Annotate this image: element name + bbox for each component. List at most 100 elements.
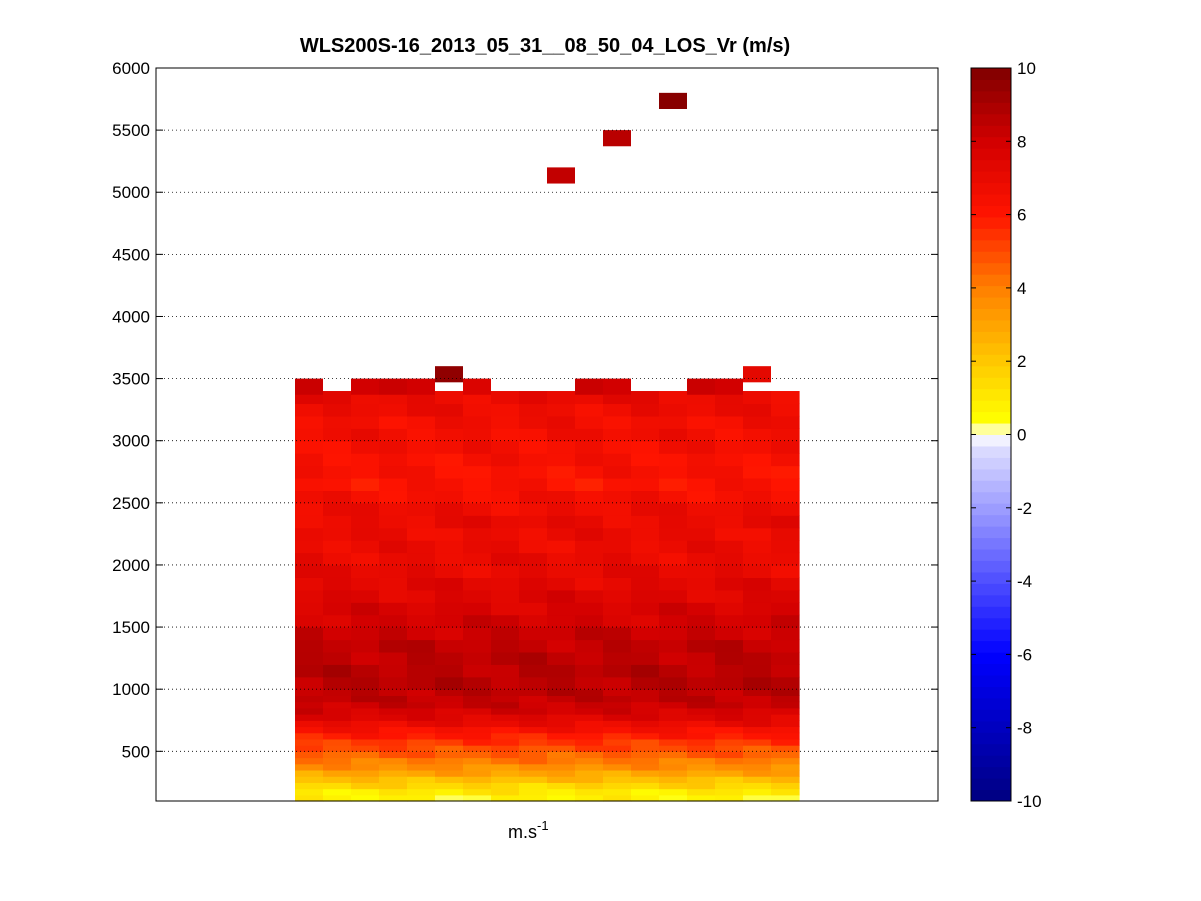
heatmap-cell <box>659 794 688 802</box>
heatmap-cell <box>379 720 408 728</box>
heatmap-cell <box>435 757 464 765</box>
heatmap-cell <box>463 564 492 578</box>
heatmap-cell <box>351 757 380 765</box>
heatmap-cell <box>379 676 408 690</box>
heatmap-cell <box>491 745 520 752</box>
heatmap-cell <box>659 577 688 591</box>
heatmap-cell <box>295 378 323 395</box>
heatmap-cell <box>435 745 464 752</box>
heatmap-cell <box>351 577 380 591</box>
heatmap-cell <box>491 676 520 690</box>
heatmap-cell <box>491 714 520 721</box>
colorbar-swatch <box>971 239 1011 252</box>
heatmap-cell <box>547 415 576 429</box>
heatmap-cell <box>659 552 688 566</box>
heatmap-cell <box>743 738 772 746</box>
heatmap-cell <box>379 757 408 765</box>
heatmap-cell <box>463 428 492 442</box>
heatmap-cell <box>407 552 436 566</box>
heatmap-cell <box>519 769 548 777</box>
colorbar-swatch <box>971 79 1011 92</box>
heatmap-cell <box>379 651 408 665</box>
heatmap-cell <box>715 695 744 703</box>
heatmap-cell <box>575 763 604 771</box>
heatmap-cell <box>295 403 324 417</box>
heatmap-cell <box>743 689 772 696</box>
colorbar-swatch <box>971 125 1011 138</box>
colorbar-swatch <box>971 789 1011 802</box>
heatmap-cell <box>295 639 324 653</box>
heatmap-cell <box>407 589 436 603</box>
heatmap-cell <box>743 366 771 383</box>
heatmap-cell <box>351 627 380 641</box>
heatmap-cell <box>435 627 464 641</box>
heatmap-cell <box>323 726 352 734</box>
colorbar-swatch <box>971 480 1011 493</box>
heatmap-cell <box>603 751 632 759</box>
heatmap-cell <box>743 763 772 771</box>
heatmap-cell <box>687 589 716 603</box>
heatmap-cell <box>575 602 604 616</box>
heatmap-cell <box>687 788 716 796</box>
heatmap-cell <box>295 465 324 479</box>
heatmap-cell <box>407 701 436 709</box>
heatmap-cell <box>547 515 576 529</box>
heatmap-cell <box>547 676 576 690</box>
heatmap-cell <box>379 788 408 796</box>
heatmap-cell <box>715 527 744 541</box>
heatmap-cell <box>715 732 744 740</box>
heatmap-cell <box>323 527 352 541</box>
heatmap-cell <box>491 738 520 746</box>
colorbar-tick-label: -8 <box>1017 719 1032 738</box>
heatmap-cell <box>351 564 380 578</box>
heatmap-cell <box>407 515 436 529</box>
heatmap-cell <box>519 391 548 405</box>
heatmap-cell <box>407 651 436 665</box>
heatmap-cell <box>519 490 548 504</box>
heatmap-cell <box>463 695 492 703</box>
heatmap-cell <box>295 440 324 454</box>
heatmap-cell <box>519 527 548 541</box>
heatmap-cell <box>351 602 380 616</box>
heatmap-cell <box>407 378 435 395</box>
heatmap-cell <box>463 552 492 566</box>
heatmap-cell <box>631 726 660 734</box>
heatmap-cell <box>575 651 604 665</box>
heatmap-cell <box>687 651 716 665</box>
heatmap-cell <box>687 515 716 529</box>
heatmap-cell <box>715 738 744 746</box>
heatmap-cell <box>351 490 380 504</box>
heatmap-cell <box>323 564 352 578</box>
heatmap-cell <box>603 651 632 665</box>
heatmap-cell <box>575 490 604 504</box>
heatmap-cell <box>351 745 380 752</box>
heatmap-cell <box>323 515 352 529</box>
heatmap-cell <box>407 794 436 802</box>
heatmap-cell <box>519 540 548 554</box>
heatmap-cell <box>659 757 688 765</box>
heatmap-cell <box>547 465 576 479</box>
heatmap-cell <box>323 465 352 479</box>
heatmap-cell <box>771 776 800 783</box>
heatmap-cell <box>379 602 408 616</box>
y-tick-label: 1500 <box>112 618 150 637</box>
heatmap-cell <box>603 701 632 709</box>
heatmap-cell <box>463 540 492 554</box>
colorbar-swatch <box>971 778 1011 791</box>
heatmap-cell <box>295 552 324 566</box>
heatmap-cell <box>631 477 660 492</box>
heatmap-cell <box>715 676 744 690</box>
heatmap-cell <box>435 701 464 709</box>
heatmap-cell <box>771 440 800 454</box>
plot-frame <box>155 67 939 802</box>
heatmap-cell <box>407 707 436 715</box>
heatmap-cell <box>491 651 520 665</box>
heatmap-cell <box>351 378 379 395</box>
heatmap-cell <box>715 639 744 653</box>
heatmap-cell <box>407 564 436 578</box>
heatmap-cell <box>743 794 772 802</box>
heatmap-cell <box>715 763 744 771</box>
heatmap-cell <box>771 763 800 771</box>
heatmap-cell <box>379 639 408 653</box>
heatmap-cell <box>715 664 744 678</box>
